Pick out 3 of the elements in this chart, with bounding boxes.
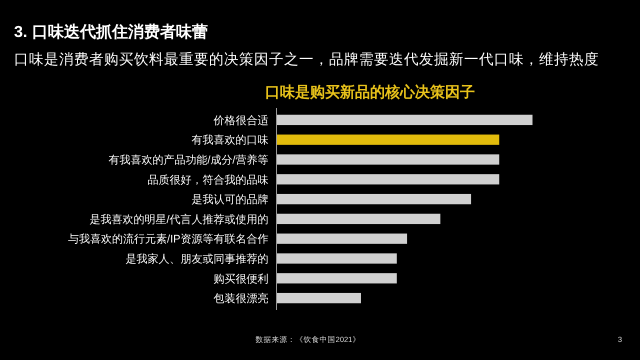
title: 3. 口味迭代抓住消费者味蕾	[14, 24, 208, 41]
subtitle: 口味是消费者购买饮料最重要的决策因子之一，品牌需要迭代发掘新一代口味，维持热度	[14, 52, 599, 68]
annotation: 口味是购买新品的核心决策因子	[265, 84, 475, 101]
